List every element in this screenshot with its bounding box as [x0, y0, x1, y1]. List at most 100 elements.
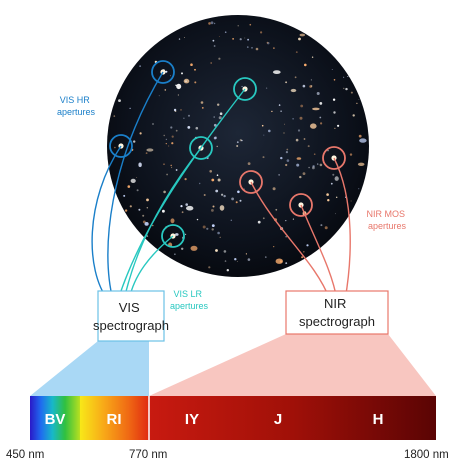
star [168, 145, 170, 147]
star [296, 157, 302, 160]
vis-hr-fibres [91, 71, 164, 301]
star [211, 178, 215, 182]
star [215, 189, 219, 193]
star [185, 80, 187, 82]
star [358, 134, 362, 138]
star [130, 178, 136, 183]
star [320, 122, 323, 125]
star [310, 123, 317, 129]
star [146, 148, 154, 152]
star [177, 94, 179, 96]
star [311, 56, 314, 58]
star [127, 185, 131, 188]
spectral-band-bar: BV RI IY J H [30, 396, 436, 440]
star [247, 46, 249, 48]
star [350, 200, 352, 202]
star [336, 196, 338, 198]
star [333, 111, 336, 114]
star [215, 249, 218, 252]
star [285, 220, 287, 222]
star [352, 114, 355, 117]
star [213, 45, 216, 47]
wavelength-1800: 1800 nm [404, 449, 449, 461]
vis-lr-label: VIS LR apertures [170, 289, 209, 311]
star [279, 260, 283, 263]
star [280, 110, 282, 112]
star [273, 246, 275, 248]
star [347, 76, 349, 77]
svg-text:NIR spectrograph: NIR spectrograph [299, 296, 375, 329]
star [163, 163, 165, 165]
nir-aperture-circles [239, 146, 346, 217]
star [273, 47, 275, 49]
sky-field-image [107, 15, 369, 277]
star [175, 233, 179, 236]
star [181, 211, 184, 214]
star [213, 116, 215, 118]
star [292, 218, 294, 220]
star [297, 129, 301, 132]
star [218, 57, 221, 60]
star [316, 92, 320, 95]
star [283, 132, 285, 134]
star [319, 102, 323, 105]
band-label-iy: IY [185, 411, 199, 428]
band-label-ri: RI [107, 411, 122, 428]
star [165, 70, 168, 73]
star [217, 178, 221, 182]
star [185, 203, 188, 206]
star [300, 104, 304, 108]
star [308, 166, 310, 169]
star [273, 70, 281, 74]
star [286, 159, 290, 162]
star [194, 68, 196, 71]
star [357, 162, 365, 166]
star [145, 152, 148, 155]
star [337, 124, 340, 127]
star [358, 188, 360, 190]
star [187, 126, 191, 129]
star [217, 231, 220, 235]
star [334, 176, 339, 181]
star [146, 198, 149, 202]
star [299, 175, 302, 179]
star [171, 135, 174, 138]
star [307, 145, 310, 148]
star [113, 115, 116, 117]
vis-hr-aperture-circles [109, 60, 175, 158]
star [247, 162, 251, 166]
star [234, 258, 237, 261]
star [235, 201, 238, 204]
star [330, 182, 333, 185]
star [236, 141, 239, 144]
star [129, 107, 131, 109]
star [230, 219, 232, 221]
star [241, 139, 243, 142]
band-label-h: H [373, 411, 384, 428]
svg-text:VIS spectrograph: VIS spectrograph [93, 300, 169, 333]
star [249, 23, 252, 26]
star [178, 38, 181, 40]
star [213, 123, 217, 127]
star [223, 194, 226, 198]
star [332, 173, 335, 176]
star [170, 126, 173, 129]
star [275, 208, 278, 211]
star [255, 47, 259, 51]
star [181, 247, 184, 250]
star [176, 83, 182, 90]
star [158, 95, 160, 97]
star [123, 194, 126, 197]
star [208, 266, 211, 269]
star [345, 87, 348, 91]
vis-lr-aperture-circles [161, 77, 257, 248]
star [331, 69, 333, 70]
star [296, 163, 300, 167]
star [267, 42, 270, 45]
star [185, 233, 187, 235]
vis-spectrograph-box: VIS spectrograph [93, 290, 169, 342]
star [319, 116, 322, 119]
star [306, 244, 309, 247]
star [186, 205, 194, 211]
star [332, 98, 336, 101]
